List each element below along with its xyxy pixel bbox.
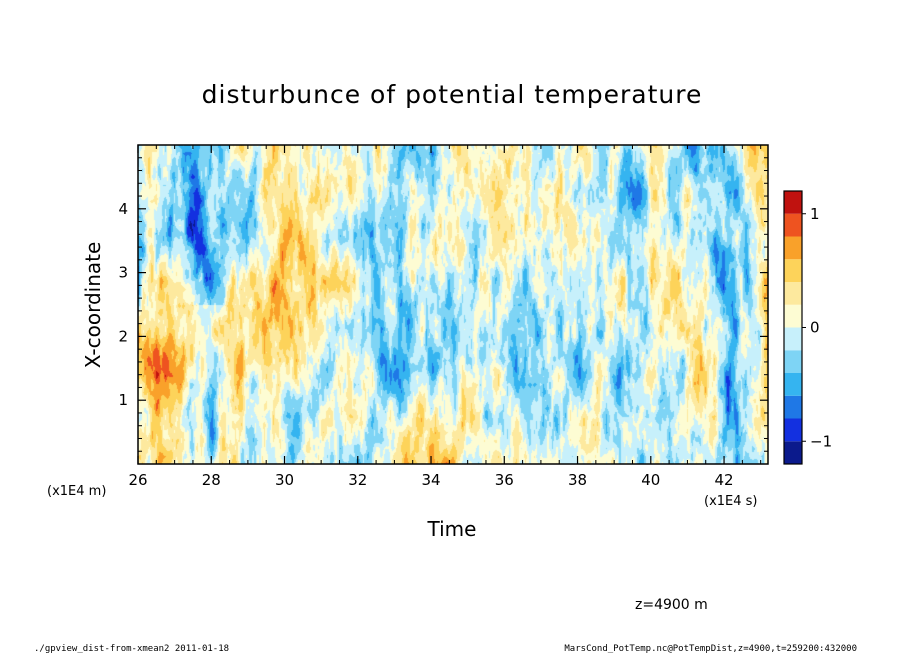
x-tick-label: 34 <box>421 471 440 489</box>
colorbar-segment <box>784 213 802 237</box>
footer-left: ./gpview_dist-from-xmean2 2011-01-18 <box>34 644 229 654</box>
x-tick-label: 30 <box>275 471 294 489</box>
colorbar-tick-label: −1 <box>810 432 832 450</box>
y-axis-unit: (x1E4 m) <box>47 484 106 499</box>
colorbar-tick-label: 0 <box>810 319 820 337</box>
y-tick-label: 4 <box>118 200 128 218</box>
x-tick-label: 40 <box>641 471 660 489</box>
y-axis-label: X-coordinate <box>81 242 105 369</box>
colorbar-segment <box>784 236 802 260</box>
footer-right: MarsCond_PotTemp.nc@PotTempDist,z=4900,t… <box>564 644 857 654</box>
colorbar-segment <box>784 282 802 305</box>
colorbar-segment <box>784 441 802 464</box>
colorbar-tick-label: 1 <box>810 205 820 223</box>
x-tick-label: 32 <box>348 471 367 489</box>
x-tick-label: 42 <box>714 471 733 489</box>
y-tick-label: 2 <box>118 327 128 345</box>
colorbar <box>784 191 802 464</box>
y-tick-label: 1 <box>118 391 128 409</box>
x-tick-label: 36 <box>495 471 514 489</box>
chart-title: disturbunce of potential temperature <box>202 80 703 109</box>
z-level-annotation: z=4900 m <box>635 597 708 613</box>
x-tick-label: 38 <box>568 471 587 489</box>
colorbar-segment <box>784 418 802 442</box>
colorbar-segment <box>784 304 802 328</box>
y-axis-ticks: 1 2 3 4 <box>118 157 768 452</box>
x-axis-ticks: 26 28 30 32 34 36 38 40 42 <box>128 145 762 489</box>
plot-frame <box>137 144 769 465</box>
colorbar-segment <box>784 350 802 373</box>
x-axis-unit: (x1E4 s) <box>704 494 758 509</box>
heatmap-image <box>138 145 768 464</box>
colorbar-segment <box>784 395 802 419</box>
colorbar-segment <box>784 327 802 351</box>
colorbar-ticks: 1 0 −1 <box>802 205 832 450</box>
colorbar-segment <box>784 259 802 282</box>
colorbar-segment <box>784 191 802 214</box>
heatmap-field <box>138 145 768 464</box>
x-axis-label: Time <box>427 517 477 541</box>
y-tick-label: 3 <box>118 264 128 282</box>
colorbar-segment <box>784 373 802 396</box>
x-tick-label: 26 <box>128 471 147 489</box>
x-tick-label: 28 <box>202 471 221 489</box>
